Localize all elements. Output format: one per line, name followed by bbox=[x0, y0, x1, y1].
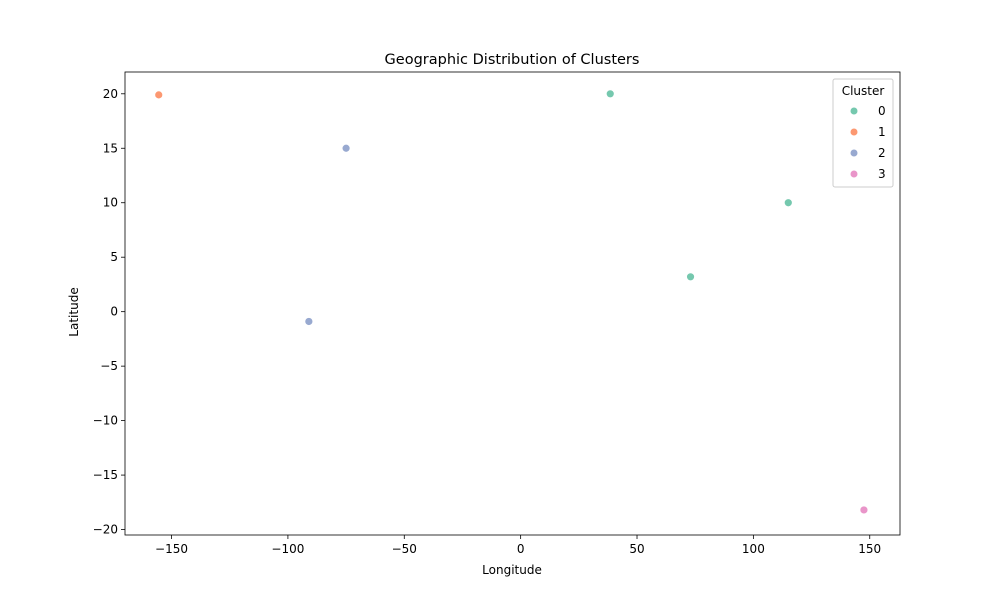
data-points bbox=[154, 89, 869, 515]
plot-frame bbox=[124, 71, 901, 536]
y-tick-label: 0 bbox=[110, 305, 118, 319]
data-point-cluster-0 bbox=[783, 198, 793, 208]
y-tick-label: 5 bbox=[110, 250, 118, 264]
chart-title: Geographic Distribution of Clusters bbox=[385, 52, 640, 68]
y-tick-label: 20 bbox=[103, 87, 118, 101]
legend-marker bbox=[850, 170, 858, 178]
x-tick-label: 50 bbox=[629, 542, 644, 556]
x-tick-label: −150 bbox=[155, 542, 188, 556]
x-tick-label: 0 bbox=[517, 542, 525, 556]
legend-entry-label: 2 bbox=[878, 146, 886, 160]
x-tick-label: −50 bbox=[392, 542, 417, 556]
legend-box bbox=[832, 78, 894, 188]
y-tick-label: −5 bbox=[100, 359, 118, 373]
legend-entry-label: 1 bbox=[878, 125, 886, 139]
y-tick-label: −15 bbox=[93, 468, 118, 482]
x-tick-label: 150 bbox=[858, 542, 881, 556]
y-tick-label: −10 bbox=[93, 414, 118, 428]
x-axis-label: Longitude bbox=[482, 563, 542, 577]
legend-title: Cluster bbox=[842, 84, 885, 98]
data-point-cluster-1 bbox=[154, 90, 164, 100]
legend-entry-label: 0 bbox=[878, 104, 886, 118]
data-point-cluster-2 bbox=[304, 317, 314, 326]
data-point-cluster-0 bbox=[686, 272, 695, 282]
legend: Cluster 0 1 2 3 bbox=[832, 78, 894, 188]
x-tick-label: −100 bbox=[271, 542, 304, 556]
y-tick-label: 15 bbox=[103, 141, 118, 155]
legend-marker bbox=[850, 128, 858, 136]
y-tick-label: 10 bbox=[103, 196, 118, 210]
data-point-cluster-2 bbox=[341, 143, 351, 153]
x-tick-label: 100 bbox=[742, 542, 765, 556]
data-point-cluster-0 bbox=[605, 89, 615, 99]
legend-entry-label: 3 bbox=[878, 167, 886, 181]
y-tick-label: −20 bbox=[93, 523, 118, 537]
legend-marker bbox=[850, 107, 858, 115]
legend-marker bbox=[850, 149, 858, 157]
data-point-cluster-3 bbox=[859, 505, 869, 515]
y-axis-label: Latitude bbox=[67, 287, 81, 336]
